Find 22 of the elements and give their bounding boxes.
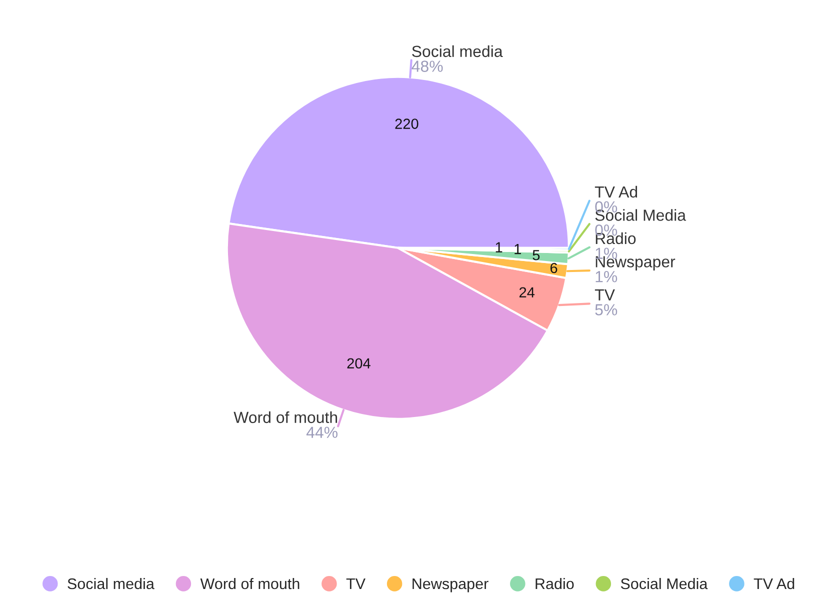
slice-label: Word of mouth: [234, 411, 338, 424]
legend-label: Word of mouth: [200, 578, 300, 590]
data-label: 1: [496, 242, 502, 252]
data-label: 24: [519, 287, 535, 298]
data-label: 220: [395, 118, 418, 129]
data-label: 1: [514, 244, 521, 254]
legend-label: Radio: [536, 578, 574, 590]
data-label: 204: [347, 358, 370, 369]
slice-label: TV: [594, 289, 615, 300]
slice-label: TV Ad: [594, 186, 638, 198]
data-label: 5: [532, 250, 540, 260]
text: 5%: [595, 304, 618, 316]
slice-label: Social media: [412, 45, 503, 58]
legend-label: Social media: [68, 578, 154, 590]
data-label: 6: [550, 262, 558, 274]
legend-label: Newspaper: [412, 578, 488, 592]
legend-label: Social Media: [620, 578, 708, 590]
text: 48%: [412, 60, 443, 72]
legend-label: TV: [346, 578, 366, 590]
text: 44%: [306, 426, 338, 438]
legend-label: TV Ad: [754, 578, 794, 590]
text: 1%: [596, 271, 618, 282]
